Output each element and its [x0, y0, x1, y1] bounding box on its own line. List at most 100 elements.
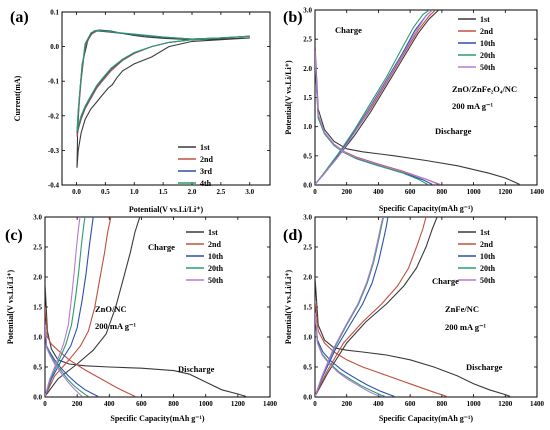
x-axis-title: Potential(V vs.Li/Li⁺): [129, 205, 204, 214]
legend-label-2nd: 2nd: [480, 27, 493, 36]
x-tick-label: 800: [437, 400, 448, 408]
legend-label-10th: 10th: [208, 252, 224, 261]
discharge-curve-10th: [315, 312, 395, 397]
plot-frame: [314, 9, 538, 186]
y-tick-label: 2.5: [303, 36, 312, 44]
annotation: Discharge: [466, 362, 503, 372]
annotation: ZnO/NC: [95, 304, 127, 314]
y-axis-title: Potential(V vs.Li/Li⁺): [284, 60, 293, 135]
annotation: Discharge: [435, 126, 472, 136]
x-tick-label: 0: [43, 400, 47, 408]
series-line-1st: [76, 29, 250, 168]
annotation: ZnO/ZnFe₂O₄/NC: [452, 84, 517, 94]
chart-panel-b: 0 200 400 600 800 1000 1200 1400 0.0 0.5 1.0 1.5 2.0…: [283, 7, 545, 214]
annotation: 200 mA g⁻¹: [445, 322, 486, 332]
legend: 1st 2nd 10th 20th 50th: [458, 228, 496, 285]
x-tick-label: 1000: [467, 188, 482, 196]
y-tick-label: 1.0: [303, 123, 312, 131]
y-tick-label: 0.0: [50, 43, 59, 51]
x-axis-title: Specific Capacity(mAh g⁻¹): [379, 414, 474, 423]
legend-label-2nd: 2nd: [480, 240, 493, 249]
legend-label-50th: 50th: [480, 276, 496, 285]
annotation: 200 mA g⁻¹: [452, 101, 493, 111]
series-line-3rd: [76, 30, 250, 134]
panel-letter: (b): [283, 9, 303, 26]
y-tick-label: 1.0: [33, 334, 42, 342]
x-tick-label: 1.5: [159, 188, 168, 196]
y-tick-label: 3.0: [303, 214, 312, 222]
annotation: Discharge: [178, 364, 215, 374]
y-tick-label: -0.2: [48, 112, 60, 120]
legend-label-1st: 1st: [200, 143, 210, 152]
x-tick-label: 1200: [231, 400, 246, 408]
x-tick-label: 400: [373, 188, 384, 196]
legend-label-50th: 50th: [208, 276, 224, 285]
x-tick-label: 3.0: [245, 188, 254, 196]
x-tick-label: 0: [313, 188, 317, 196]
x-tick-label: 0.0: [72, 188, 81, 196]
discharge-curve-20th: [315, 56, 428, 185]
y-tick-label: 2.0: [303, 65, 312, 73]
panel-letter: (c): [5, 227, 23, 244]
legend: 1st 2nd 10th 20th 50th: [186, 228, 224, 285]
y-tick-label: 2.0: [33, 274, 42, 282]
charge-curve-50th: [45, 217, 81, 397]
y-tick-label: -0.3: [48, 147, 60, 155]
x-tick-label: 1000: [467, 400, 482, 408]
y-tick-label: 0.5: [303, 152, 312, 160]
y-tick-label: 1.0: [303, 334, 312, 342]
chart-panel-a: 0.0 0.5 1.0 1.5 2.0 2.5 3.0 -0.4 -0.3 -0.2 -0.1 0.0…: [10, 9, 271, 214]
annotation: 200 mA g⁻¹: [95, 321, 136, 331]
legend: 1st 2nd 10th 20th 50th: [458, 15, 496, 72]
y-axis-title: Potential(V vs.Li/Li⁺): [6, 270, 15, 345]
discharge-curve-1st: [315, 44, 520, 185]
x-tick-label: 0.5: [101, 188, 110, 196]
y-tick-label: 1.5: [303, 304, 312, 312]
chart-panel-d: 0 200 400 600 800 1000 1200 1400 0.0 0.5 1.0 1.5 2.0…: [283, 214, 545, 424]
charge-curve-50th: [315, 217, 384, 397]
y-tick-label: 0.1: [50, 9, 59, 17]
charge-curve-10th: [45, 217, 94, 397]
legend-label-20th: 20th: [480, 51, 496, 60]
y-axis-title: Current(mA): [13, 75, 22, 121]
plot-area: [315, 10, 520, 185]
series-line-2nd: [76, 30, 250, 137]
charge-curve-20th: [45, 217, 86, 397]
x-tick-label: 1400: [530, 188, 545, 196]
discharge-curve-50th: [315, 312, 382, 397]
y-axis-title: Potential(V vs.Li/Li⁺): [284, 270, 293, 345]
y-tick-label: 1.5: [303, 94, 312, 102]
x-tick-label: 1.0: [130, 188, 139, 196]
annotation: Charge: [432, 276, 459, 286]
discharge-curve-10th: [315, 56, 433, 185]
x-tick-label: 200: [72, 400, 83, 408]
legend-label-3rd: 3rd: [200, 167, 213, 176]
discharge-curve-50th: [45, 324, 83, 397]
discharge-curve-2nd: [315, 300, 447, 397]
legend: 1st 2nd 3rd 4th: [178, 143, 213, 188]
discharge-curve-50th: [315, 50, 441, 185]
legend-label-20th: 20th: [480, 264, 496, 273]
chart-panel-c: 0 200 400 600 800 1000 1200 1400 0.0 0.5 1.0 1.5 2.0…: [5, 214, 278, 424]
x-tick-label: 1400: [530, 400, 545, 408]
x-tick-label: 2.0: [188, 188, 197, 196]
plot-area: [76, 29, 250, 168]
y-tick-label: 0.0: [303, 182, 312, 190]
y-tick-label: 1.5: [33, 304, 42, 312]
charge-curve-2nd: [315, 10, 436, 185]
x-tick-label: 1200: [498, 400, 513, 408]
y-tick-label: 2.5: [33, 244, 42, 252]
y-tick-label: 0.0: [33, 394, 42, 402]
legend-label-10th: 10th: [480, 252, 496, 261]
x-tick-label: 200: [341, 188, 352, 196]
charge-curve-20th: [315, 10, 430, 185]
legend-label-2nd: 2nd: [200, 155, 213, 164]
charge-curve-2nd: [315, 217, 427, 397]
annotation: Charge: [148, 242, 175, 252]
y-tick-label: 0.5: [303, 364, 312, 372]
series-line-4th: [76, 29, 250, 132]
y-tick-label: 0.0: [303, 394, 312, 402]
x-tick-label: 400: [373, 400, 384, 408]
y-tick-label: -0.4: [48, 182, 60, 190]
panel-letter: (d): [283, 227, 303, 244]
